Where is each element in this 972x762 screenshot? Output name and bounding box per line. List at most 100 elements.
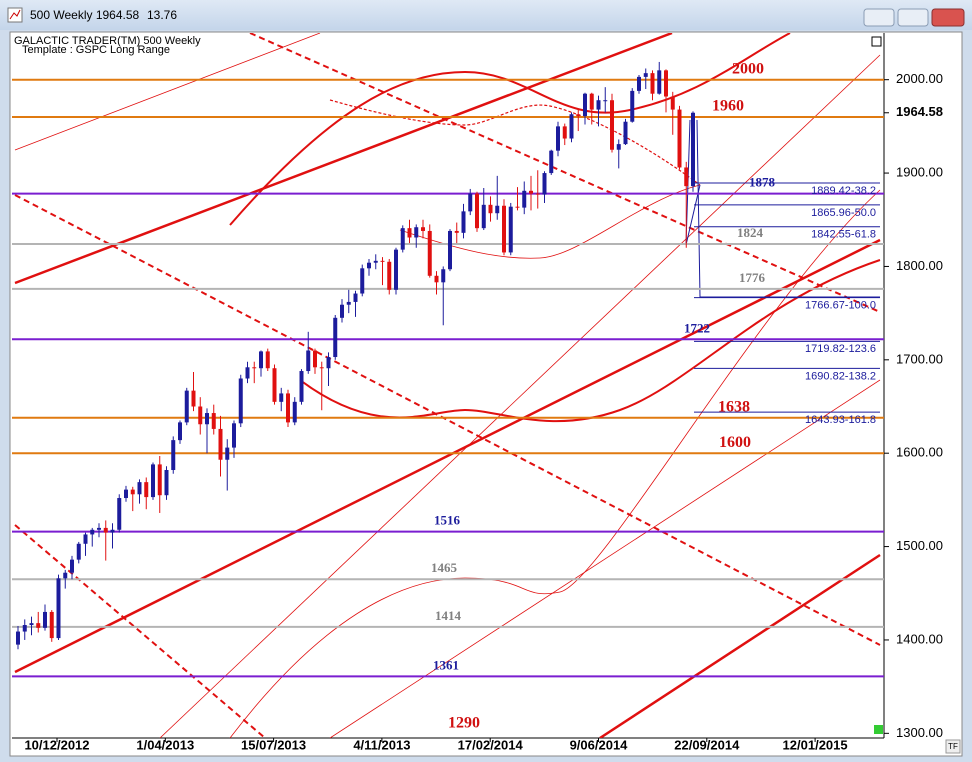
level-label: 1361 [433,657,459,672]
candle-body [151,464,155,498]
trend-line [14,33,673,285]
projection-line [696,119,880,298]
y-tick-label: 1300.00 [896,725,943,740]
channel-line [14,33,321,151]
candle-body [475,193,479,229]
fib-label: 1643.93-161.8 [805,414,876,426]
candle-body [529,190,533,194]
candle-body [400,228,405,250]
chart-layer: 2000 1960 1878 1824 1776 1722 1638 1600 1516 1465… [12,60,943,752]
candle-body [272,368,277,402]
close-button[interactable] [931,8,965,27]
candle-body [198,406,203,425]
candle-body [407,228,412,238]
candle-body [387,261,392,290]
window-change: 13.76 [147,8,177,22]
candle-body [245,367,250,379]
candle-body [596,100,601,110]
candle-body [279,393,284,402]
candle-body [454,230,459,233]
level-label: 1722 [684,320,710,335]
candle-body [259,351,263,369]
fib-label: 1690.82-138.2 [805,370,876,382]
candle-body [286,393,290,423]
candle-body [650,73,655,94]
candle-body [232,423,236,448]
candle-body [353,293,358,302]
candle-body [157,464,162,496]
candle-body [637,76,641,91]
timeframe-label: TF [948,742,958,751]
candle-body [63,572,68,579]
chart-area [9,31,963,757]
level-label: 1776 [739,270,766,285]
candle-body [616,144,621,150]
level-label: 1878 [749,175,776,190]
level-label: 2000 [732,60,764,77]
candle-body [90,529,95,535]
corner-box [874,725,883,734]
trend-line [599,553,881,738]
chart-subtitle: Template : GSPC Long Range [22,44,170,56]
dashed-line [14,524,266,738]
candle-body [461,211,466,233]
y-tick-label: 2000.00 [896,71,943,86]
x-tick-label: 22/09/2014 [674,737,740,752]
fib-label: 1889.42-38.2 [811,185,876,197]
candle-body [110,529,115,533]
candle-body [137,482,142,495]
candle-body [603,100,608,102]
candle-body [49,611,54,639]
candle-body [414,227,419,238]
candle-body [589,93,594,110]
app-icon-glyph [9,9,21,20]
candle-body [441,269,446,283]
candle-body [184,390,189,423]
wave-line [229,189,881,738]
corner-box [871,36,882,47]
candle-body [488,204,493,214]
candle-body [515,206,520,208]
wave-line [229,33,791,226]
candle-body [610,100,614,150]
candle-body [191,390,196,407]
candle-body [691,112,695,187]
candle-body [535,193,540,195]
candle-body [481,204,486,229]
candle-body [677,109,682,168]
candle-body [373,260,378,263]
candle-body [394,249,398,290]
candle-body [340,304,344,318]
candle-body [468,193,473,212]
candle-body [76,543,81,560]
candle-body [16,631,20,645]
x-tick-label: 12/01/2015 [783,737,848,752]
candle-body [367,262,371,269]
candle-body [22,625,27,632]
candle-body [299,371,304,402]
candle-body [434,275,439,283]
level-label: 1290 [448,715,480,732]
x-tick-label: 1/04/2013 [136,737,194,752]
level-label: 1465 [431,560,458,575]
fib-label: 1865.96-50.0 [811,207,876,219]
candle-body [103,527,108,533]
candle-body [36,623,41,628]
level-label: 1638 [718,398,750,415]
candle-body [657,70,662,94]
candle-body [670,96,675,110]
timeframe-button[interactable] [945,739,961,754]
candle-body [205,413,209,425]
candle-body [630,90,635,122]
maximize-button[interactable] [897,8,929,27]
minimize-button[interactable] [863,8,895,27]
last-price-label: 1964.58 [896,104,943,119]
candle-body [421,227,425,231]
y-axis: 2000.00 1900.00 1800.00 1700.00 1600.00 1500.… [24,71,943,752]
candle-body [144,482,149,498]
y-tick-label: 1400.00 [896,631,943,646]
chart-title: GALACTIC TRADER(TM) 500 Weekly [14,35,201,47]
candle-body [549,150,554,174]
candle-body [326,357,331,369]
candle-body [292,401,297,423]
